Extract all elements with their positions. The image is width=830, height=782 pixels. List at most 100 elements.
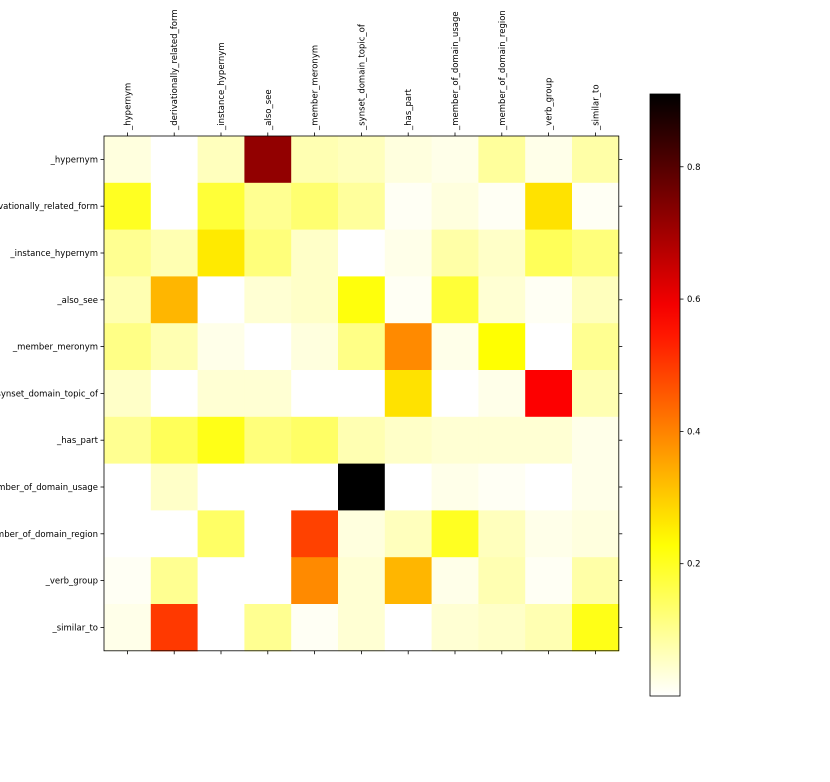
heatmap-cell <box>431 557 479 605</box>
colorbar-tick-label: 0.8 <box>687 163 701 173</box>
y-tick-label: _instance_hypernym <box>9 249 98 259</box>
x-tick-label: _hypernym <box>123 83 133 131</box>
heatmap-cell <box>150 557 199 605</box>
y-axis: _hypernym _derivationally_related_form _in… <box>0 155 623 633</box>
y-tick-label: _member_of_domain_usage <box>0 483 98 493</box>
heatmap-cell <box>150 510 199 558</box>
heatmap-cell <box>431 276 479 324</box>
heatmap-cell <box>431 370 479 418</box>
heatmap-cell <box>104 510 152 558</box>
heatmap-cell <box>338 182 386 231</box>
heatmap-cell <box>150 276 199 324</box>
heatmap-cell <box>104 463 152 511</box>
heatmap-cell <box>384 229 433 277</box>
heatmap-cell <box>384 557 433 605</box>
heatmap-cell <box>384 463 433 511</box>
heatmap-cell <box>431 323 479 371</box>
heatmap-cell <box>384 182 433 231</box>
heatmap-cell <box>291 557 339 605</box>
heatmap-cell <box>525 182 573 231</box>
heatmap-cell <box>338 510 386 558</box>
heatmap-cell <box>104 182 152 231</box>
heatmap-cell <box>104 557 152 605</box>
heatmap-cell <box>244 182 292 231</box>
heatmap-cell <box>431 604 479 652</box>
heatmap-cell <box>338 323 386 371</box>
heatmap-cell <box>384 510 433 558</box>
heatmap-cell <box>572 510 620 558</box>
heatmap-cell <box>150 182 199 231</box>
heatmap-cell <box>478 276 526 324</box>
heatmap-cell <box>197 510 245 558</box>
x-tick-label: _member_of_domain_usage <box>451 11 461 131</box>
heatmap-cell <box>338 229 386 277</box>
x-tick-label: _derivationally_related_form <box>170 9 180 131</box>
heatmap-cell <box>244 463 292 511</box>
heatmap-cell <box>244 416 292 465</box>
heatmap-cell <box>244 323 292 371</box>
heatmap-cell <box>104 416 152 465</box>
heatmap-cell <box>291 182 339 231</box>
heatmap-cell <box>525 463 573 511</box>
heatmap-cell <box>431 136 479 184</box>
x-tick-label: _verb_group <box>545 78 555 131</box>
heatmap-cell <box>431 510 479 558</box>
heatmap-cell <box>478 604 526 652</box>
heatmap-cell <box>338 416 386 465</box>
heatmap-cell <box>104 276 152 324</box>
heatmap-cell <box>244 557 292 605</box>
heatmap-cell <box>572 276 620 324</box>
heatmap-cell <box>104 604 152 652</box>
heatmap-cell <box>150 370 199 418</box>
heatmap-cell <box>291 510 339 558</box>
y-tick-label: _verb_group <box>45 577 98 587</box>
heatmap-cell <box>525 370 573 418</box>
y-tick-label: _member_meronym <box>12 343 98 353</box>
heatmap-cell <box>197 370 245 418</box>
heatmap-cell <box>291 370 339 418</box>
y-tick-label: _similar_to <box>51 623 98 633</box>
x-tick-label: _similar_to <box>591 84 601 131</box>
heatmap-cell <box>150 136 199 184</box>
heatmap-cell <box>478 182 526 231</box>
heatmap-cell <box>525 136 573 184</box>
heatmap-cell <box>197 557 245 605</box>
heatmap-cell <box>150 416 199 465</box>
y-tick-label: _member_of_domain_region <box>0 530 98 540</box>
heatmap-cell <box>338 604 386 652</box>
heatmap-cell <box>197 136 245 184</box>
heatmap-cell <box>197 276 245 324</box>
heatmap-cell <box>525 416 573 465</box>
heatmap-cell <box>104 323 152 371</box>
colorbar-tick-label: 0.2 <box>687 560 701 570</box>
heatmap-cell <box>384 323 433 371</box>
heatmap-cell <box>431 182 479 231</box>
heatmap-cell <box>104 136 152 184</box>
heatmap-cell <box>338 557 386 605</box>
heatmap-cell <box>431 229 479 277</box>
x-tick-label: _member_meronym <box>311 45 321 131</box>
heatmap-cell <box>525 510 573 558</box>
colorbar: 0.2 0.4 0.6 0.8 <box>649 93 701 697</box>
heatmap-cell <box>478 557 526 605</box>
heatmap-cell <box>478 416 526 465</box>
heatmap-cell <box>525 229 573 277</box>
heatmap-cell <box>197 604 245 652</box>
heatmap-cell <box>572 463 620 511</box>
heatmap-cell <box>338 463 386 511</box>
heatmap-cell <box>338 370 386 418</box>
heatmap-cell <box>478 136 526 184</box>
colorbar-tick-label: 0.4 <box>687 427 701 437</box>
heatmap-cell <box>525 557 573 605</box>
x-tick-label: _instance_hypernym <box>217 42 227 131</box>
heatmap-cell <box>338 276 386 324</box>
heatmap-cell <box>244 370 292 418</box>
heatmap-cell <box>525 276 573 324</box>
heatmap-cell <box>384 136 433 184</box>
heatmap-cell <box>478 323 526 371</box>
heatmap-cell <box>572 136 620 184</box>
heatmap-cell <box>104 370 152 418</box>
heatmap-cell <box>384 370 433 418</box>
colorbar-gradient <box>650 94 680 696</box>
